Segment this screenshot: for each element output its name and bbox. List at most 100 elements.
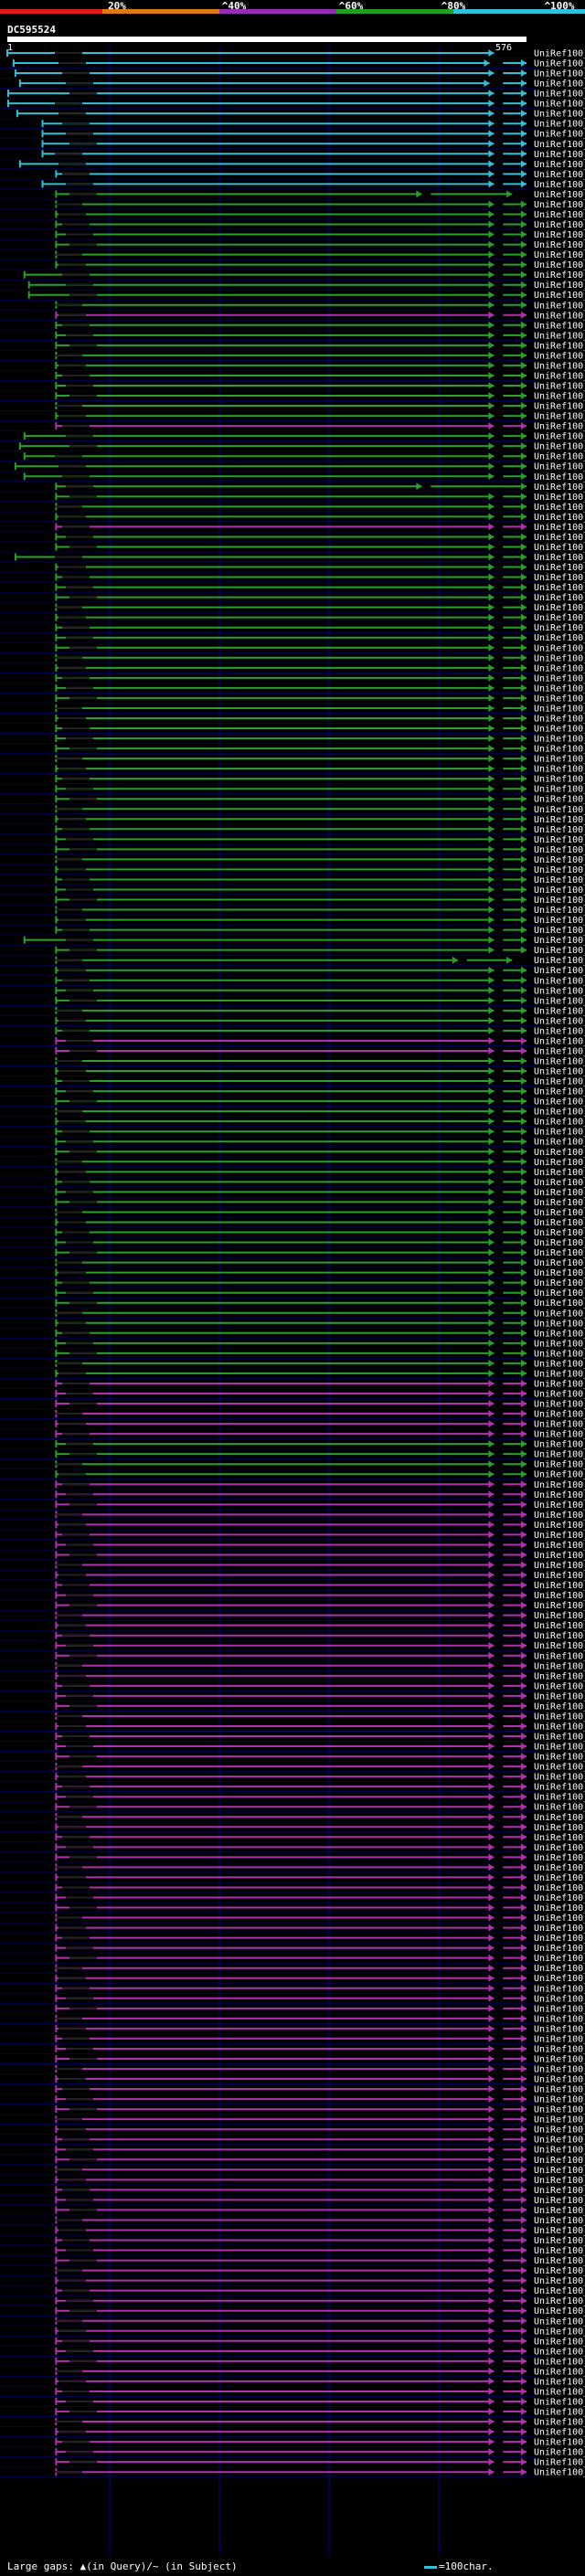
hit-label[interactable]: UniRef100_Q1E5E3 (534, 835, 585, 845)
hit-label[interactable]: UniRef100_C2AHU4 (534, 2408, 585, 2418)
hit-label[interactable]: UniRef100_Q7RLD8 (534, 1631, 585, 1641)
hit-label[interactable]: UniRef100_Q0I3I9 (534, 2065, 585, 2075)
hit-label[interactable]: UniRef100_B4GKK0 (534, 755, 585, 765)
hit-label[interactable]: UniRef100_B9RR02 (534, 130, 585, 140)
hit-label[interactable]: UniRef100_B6K7D9 (534, 1026, 585, 1036)
hit-label[interactable]: UniRef100_B4N029 (534, 1500, 585, 1511)
hit-label[interactable]: UniRef100_C5A297 (534, 2418, 585, 2428)
hit-label[interactable]: UniRef100_Q6CPD0 (534, 653, 585, 663)
hit-label[interactable]: UniRef100_Q4YON7 (534, 1591, 585, 1601)
hit-label[interactable]: UniRef100_Q5CTK6 (534, 1118, 585, 1128)
hit-label[interactable]: UniRef100_UP1000... (534, 472, 585, 482)
hit-label[interactable]: UniRef100_A6RJX1 (534, 2428, 585, 2438)
hit-label[interactable]: UniRef100_Q6CS26 (534, 1521, 585, 1531)
hit-label[interactable]: UniRef100_Q8IWA5-2 (534, 361, 585, 371)
hit-label[interactable]: UniRef100_Q4XST5 (534, 1601, 585, 1611)
hit-label[interactable]: UniRef100_C9SL34 (534, 916, 585, 926)
hit-label[interactable]: UniRef100_B4IFZ6 (534, 673, 585, 684)
hit-label[interactable]: UniRef100_Q5BYL4 (534, 1309, 585, 1319)
hit-label[interactable]: UniRef100_A9RY03 (534, 170, 585, 180)
hit-label[interactable]: UniRef100_Q4Z3Z0 (534, 1681, 585, 1691)
hit-label[interactable]: UniRef100_A5E5C6 (534, 1440, 585, 1450)
hit-label[interactable]: UniRef100_Q29B07 (534, 573, 585, 583)
hit-label[interactable]: UniRef100_Q4JCJ3 (534, 1722, 585, 1732)
hit-label[interactable]: UniRef100_A6DB50 (534, 1863, 585, 1873)
hit-label[interactable]: UniRef100_C3N8C1 (534, 1783, 585, 1793)
hit-label[interactable]: UniRef100_UP1000... (534, 513, 585, 523)
hit-label[interactable]: UniRef100_C5SS28 (534, 1833, 585, 1843)
hit-label[interactable]: UniRef100_Q5CN19 (534, 996, 585, 1006)
hit-label[interactable]: UniRef100_B5KG35 (534, 1883, 585, 1893)
hit-label[interactable]: UniRef100_A6TLL1 (534, 2367, 585, 2377)
hit-label[interactable]: UniRef100_A7RRZ8 (534, 432, 585, 442)
hit-label[interactable]: UniRef100_A6S4R1 (534, 1148, 585, 1158)
hit-label[interactable]: UniRef100_A7E0Q8 (534, 1218, 585, 1228)
hit-label[interactable]: UniRef100_A5EYE9 (534, 2136, 585, 2146)
hit-label[interactable]: UniRef100_Q6FJ19 (534, 1188, 585, 1198)
hit-label[interactable]: UniRef100_B9KF75 (534, 2236, 585, 2246)
hit-label[interactable]: UniRef100_UP1000... (534, 462, 585, 472)
hit-label[interactable]: UniRef100_Q5R824 (534, 402, 585, 412)
hit-label[interactable]: UniRef100_A5JW41 (534, 1733, 585, 1743)
hit-label[interactable]: UniRef100_C3MTT5 (534, 1813, 585, 1823)
hit-label[interactable]: UniRef100_B0X349 (534, 875, 585, 885)
hit-label[interactable]: UniRef100_B4KJ08 (534, 482, 585, 493)
hit-label[interactable]: UniRef100_A6M8D2 (534, 2296, 585, 2306)
hit-label[interactable]: UniRef100_C1H264 (534, 1511, 585, 1521)
hit-label[interactable]: UniRef100_Q7ZZ75 (534, 825, 585, 835)
hit-label[interactable]: UniRef100_Q6EGC7 (534, 1712, 585, 1722)
hit-label[interactable]: UniRef100_C3NVD5 (534, 1803, 585, 1813)
hit-label[interactable]: UniRef100_B1LC12 (534, 2448, 585, 2458)
hit-label[interactable]: UniRef100_B7R0P6 (534, 2387, 585, 2397)
hit-label[interactable]: UniRef100_B2W5S2 (534, 956, 585, 966)
hit-label[interactable]: UniRef100_Q2T3Z4 (534, 1903, 585, 1913)
hit-label[interactable]: UniRef100_UP1000... (534, 250, 585, 260)
hit-label[interactable]: UniRef100_B5DHB2 (534, 745, 585, 755)
hit-label[interactable]: UniRef100_B8DAH4 (534, 2044, 585, 2054)
hit-label[interactable]: UniRef100_C0QMR5 (534, 2246, 585, 2256)
hit-label[interactable]: UniRef100_Q9CZ42-3 (534, 341, 585, 351)
hit-label[interactable]: UniRef100_Q8ZVW4 (534, 1974, 585, 1984)
hit-label[interactable]: UniRef100_B7Y3E0 (534, 1208, 585, 1218)
hit-label[interactable]: UniRef100_A2BLC0 (534, 2256, 585, 2266)
hit-label[interactable]: UniRef100_B8DPE9 (534, 1944, 585, 1954)
hit-label[interactable]: UniRef100_UP1000... (534, 301, 585, 311)
hit-label[interactable]: UniRef100_A6Q298 (534, 1480, 585, 1490)
hit-label[interactable]: UniRef100_Q8PUZ0 (534, 2004, 585, 2014)
hit-label[interactable]: UniRef100_A9PF79 (534, 120, 585, 130)
hit-label[interactable]: UniRef100_P32740 (534, 1299, 585, 1309)
hit-label[interactable]: UniRef100_B0WBW3 (534, 885, 585, 896)
hit-label[interactable]: UniRef100_C4M5P9 (534, 1178, 585, 1188)
hit-label[interactable]: UniRef100_C7M5Q3 (534, 1339, 585, 1349)
hit-label[interactable]: UniRef100_B6KB56 (534, 1671, 585, 1681)
hit-label[interactable]: UniRef100_Q9V024 (534, 2438, 585, 2448)
hit-label[interactable]: UniRef100_A5DF57 (534, 1561, 585, 1571)
hit-label[interactable]: UniRef100_A3LY17 (534, 1228, 585, 1238)
hit-label[interactable]: UniRef100_A8PYD8 (534, 1238, 585, 1248)
hit-label[interactable]: UniRef100_B9GAN6 (534, 180, 585, 190)
hit-label[interactable]: UniRef100_UP1000... (534, 331, 585, 341)
hit-label[interactable]: UniRef100_A5DGE5 (534, 1057, 585, 1067)
hit-label[interactable]: UniRef100_Q4P2I9 (534, 946, 585, 956)
hit-label[interactable]: UniRef100_A8NPJ9 (534, 1016, 585, 1026)
hit-label[interactable]: UniRef100_C1E0Y9 (534, 493, 585, 503)
hit-label[interactable]: UniRef100_UP1000... (534, 281, 585, 291)
hit-label[interactable]: UniRef100_UP1000... (534, 240, 585, 250)
hit-label[interactable]: UniRef100_B8N075 (534, 725, 585, 735)
hit-label[interactable]: UniRef100_B4LQY5 (534, 593, 585, 603)
hit-label[interactable]: UniRef100_Q7SA97 (534, 896, 585, 906)
hit-label[interactable]: UniRef100_UP1000... (534, 966, 585, 976)
hit-label[interactable]: UniRef100_B6AE34 (534, 1138, 585, 1148)
hit-label[interactable]: UniRef100_C6TH90 (534, 49, 585, 59)
hit-label[interactable]: UniRef100_Q6FUX7 (534, 1400, 585, 1410)
hit-label[interactable]: UniRef100_Q3R512 (534, 2397, 585, 2407)
hit-label[interactable]: UniRef100_UP1000... (534, 200, 585, 210)
hit-label[interactable]: UniRef100_B3M5A0 (534, 694, 585, 704)
hit-label[interactable]: UniRef100_Q7PZM4 (534, 603, 585, 613)
hit-label[interactable]: UniRef100_A2EEQ9 (534, 1198, 585, 1208)
hit-label[interactable]: UniRef100_C5F2T6 (534, 1430, 585, 1440)
hit-label[interactable]: UniRef100_Q8I4S6 (534, 1581, 585, 1591)
hit-label[interactable]: UniRef100_Q94347 (534, 714, 585, 724)
hit-label[interactable]: UniRef100_C1ZY75 (534, 1934, 585, 1944)
hit-label[interactable]: UniRef100_Q75C61 (534, 1359, 585, 1369)
